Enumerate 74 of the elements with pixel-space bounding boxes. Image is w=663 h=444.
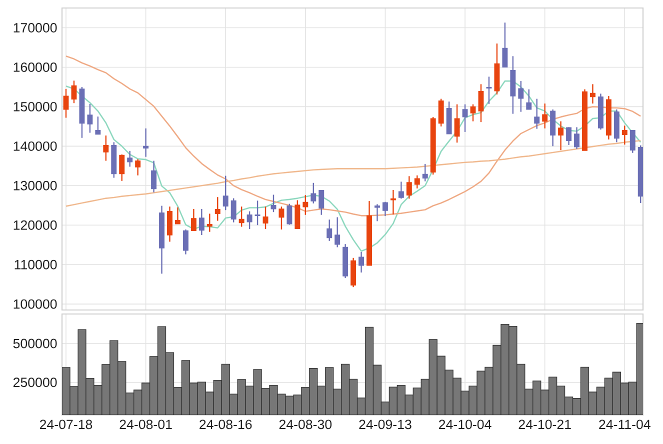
candlestick xyxy=(558,120,564,151)
candlestick xyxy=(182,228,188,255)
candlestick xyxy=(406,176,412,200)
candlestick xyxy=(262,206,268,230)
candlestick xyxy=(63,88,69,118)
candlestick xyxy=(71,80,77,104)
candlestick xyxy=(230,198,236,223)
candlestick xyxy=(334,216,340,248)
x-tick-label: 24-08-01 xyxy=(120,420,172,430)
candlestick xyxy=(590,84,596,104)
candlestick xyxy=(174,206,180,225)
candlestick xyxy=(382,201,388,217)
candlestick xyxy=(127,150,133,168)
candlestick xyxy=(566,126,572,146)
candlestick xyxy=(310,182,316,204)
candlestick xyxy=(278,206,284,230)
candlestick xyxy=(574,126,580,150)
y-tick-label: 150000 xyxy=(14,102,57,112)
candlestick xyxy=(103,134,109,162)
candlestick xyxy=(302,194,308,216)
y-tick-label: 160000 xyxy=(14,62,57,72)
x-tick-label: 24-10-04 xyxy=(439,420,492,430)
candlestick xyxy=(622,125,628,146)
candlestick xyxy=(222,175,228,211)
candlestick xyxy=(398,181,404,200)
candlestick xyxy=(422,163,428,182)
y-tick-label: 130000 xyxy=(14,180,57,190)
candlestick xyxy=(326,219,332,242)
candlestick xyxy=(526,88,532,110)
candlestick xyxy=(534,98,540,130)
x-tick-label: 24-10-21 xyxy=(518,420,571,430)
candlestick xyxy=(135,158,141,176)
candlestick xyxy=(246,210,252,230)
candlestick xyxy=(119,154,125,182)
candlestick xyxy=(95,116,101,135)
candlestick xyxy=(254,200,260,226)
y-tick-label: 110000 xyxy=(14,260,57,270)
candlestick xyxy=(358,251,364,274)
candlestick xyxy=(143,128,149,158)
x-tick-label: 24-08-16 xyxy=(200,420,252,430)
candlestick xyxy=(486,76,492,105)
y-tick-label: 100000 xyxy=(14,299,57,309)
candlestick xyxy=(198,208,204,236)
candlestick xyxy=(318,190,324,216)
x-tick-label: 24-08-30 xyxy=(279,420,332,430)
candlestick xyxy=(87,103,93,134)
x-tick-label: 24-09-13 xyxy=(359,420,412,430)
candlestick xyxy=(518,80,524,112)
x-tick-label: 24-11-04 xyxy=(599,420,650,430)
y-tick-label: 140000 xyxy=(14,141,57,151)
candlestick xyxy=(454,104,460,144)
candlestick xyxy=(286,203,292,226)
candlestick xyxy=(151,160,157,193)
y-tick-label: 170000 xyxy=(14,23,57,32)
candlestick xyxy=(462,104,468,133)
y-tick-label: 120000 xyxy=(14,220,57,230)
candlestick xyxy=(630,130,636,154)
candlestick xyxy=(374,204,380,222)
y-tick-label: 250000 xyxy=(13,378,57,388)
candlestick xyxy=(470,104,476,122)
candlestick xyxy=(294,200,300,230)
y-tick-label: 500000 xyxy=(13,338,57,348)
candlestick xyxy=(478,84,484,123)
candlestick xyxy=(414,174,420,190)
candlestick xyxy=(206,213,212,232)
candlestick xyxy=(167,206,172,242)
candlestick xyxy=(214,196,220,222)
candlestick xyxy=(190,208,196,232)
x-tick-label: 24-07-18 xyxy=(40,420,92,430)
candlestick xyxy=(270,194,276,213)
candlestick xyxy=(238,206,244,228)
candlestick xyxy=(438,98,444,128)
candlestick xyxy=(502,22,508,68)
candlestick xyxy=(542,102,548,130)
